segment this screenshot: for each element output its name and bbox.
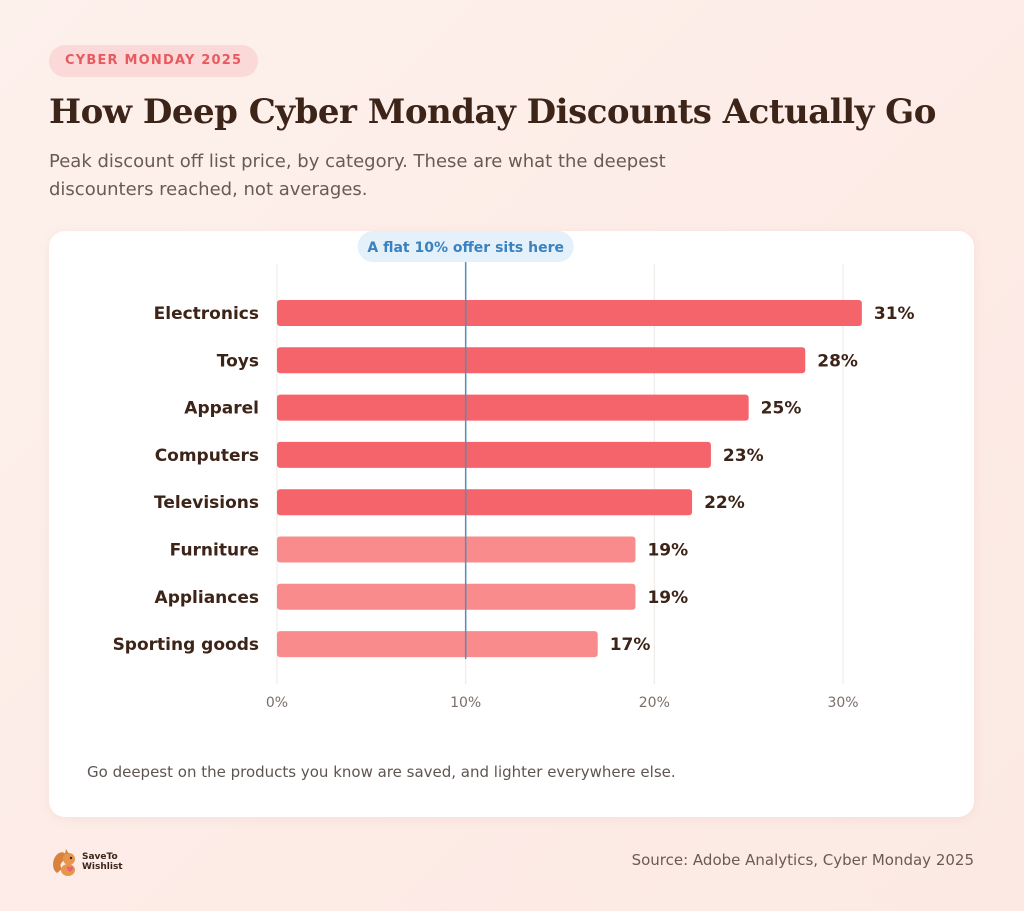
chart-card: 0% 10% 20% 30% Electronics 31% Toys 28% Apparel 2… [49, 231, 974, 817]
value-label: 17% [610, 635, 651, 655]
bar [277, 631, 598, 658]
source-note: Source: Adobe Analytics, Cyber Monday 20… [631, 851, 974, 869]
category-label: Apparel [184, 399, 259, 419]
value-label: 31% [874, 304, 915, 324]
category-label: Toys [217, 351, 259, 371]
x-tick-label: 30% [827, 695, 858, 711]
bar [277, 347, 806, 374]
category-label: Appliances [155, 588, 259, 608]
bar [277, 441, 711, 468]
value-label: 25% [761, 399, 802, 419]
category-label: Televisions [154, 493, 259, 513]
value-label: 28% [817, 351, 858, 371]
bar [277, 394, 749, 421]
reference-label-pill [357, 231, 574, 262]
value-label: 22% [704, 493, 745, 513]
x-tick-label: 0% [266, 695, 288, 711]
brand-name: SaveTo Wishlist [82, 852, 123, 872]
value-label: 19% [647, 541, 688, 561]
x-tick-label: 20% [639, 695, 670, 711]
x-tick-label: 10% [450, 695, 481, 711]
eyebrow-badge: CYBER MONDAY 2025 [49, 45, 259, 77]
brand-logo: SaveTo Wishlist [50, 846, 170, 880]
bar [277, 583, 636, 610]
squirrel-icon [53, 849, 75, 876]
page-subtitle: Peak discount off list price, by categor… [49, 151, 666, 200]
bar [277, 536, 636, 563]
bar [277, 300, 862, 326]
value-label: 23% [723, 446, 764, 466]
category-label: Electronics [154, 304, 259, 324]
category-label: Sporting goods [113, 635, 259, 655]
reference-label: A flat 10% offer sits here [367, 240, 564, 256]
category-label: Computers [155, 446, 259, 466]
value-label: 19% [647, 588, 688, 608]
chart-note: Go deepest on the products you know are … [87, 763, 676, 781]
bar [277, 489, 693, 516]
page-title: How Deep Cyber Monday Discounts Actually… [49, 92, 936, 132]
bar-chart: 0% 10% 20% 30% Electronics 31% Toys 28% Apparel 2… [113, 231, 915, 711]
category-label: Furniture [170, 541, 259, 561]
